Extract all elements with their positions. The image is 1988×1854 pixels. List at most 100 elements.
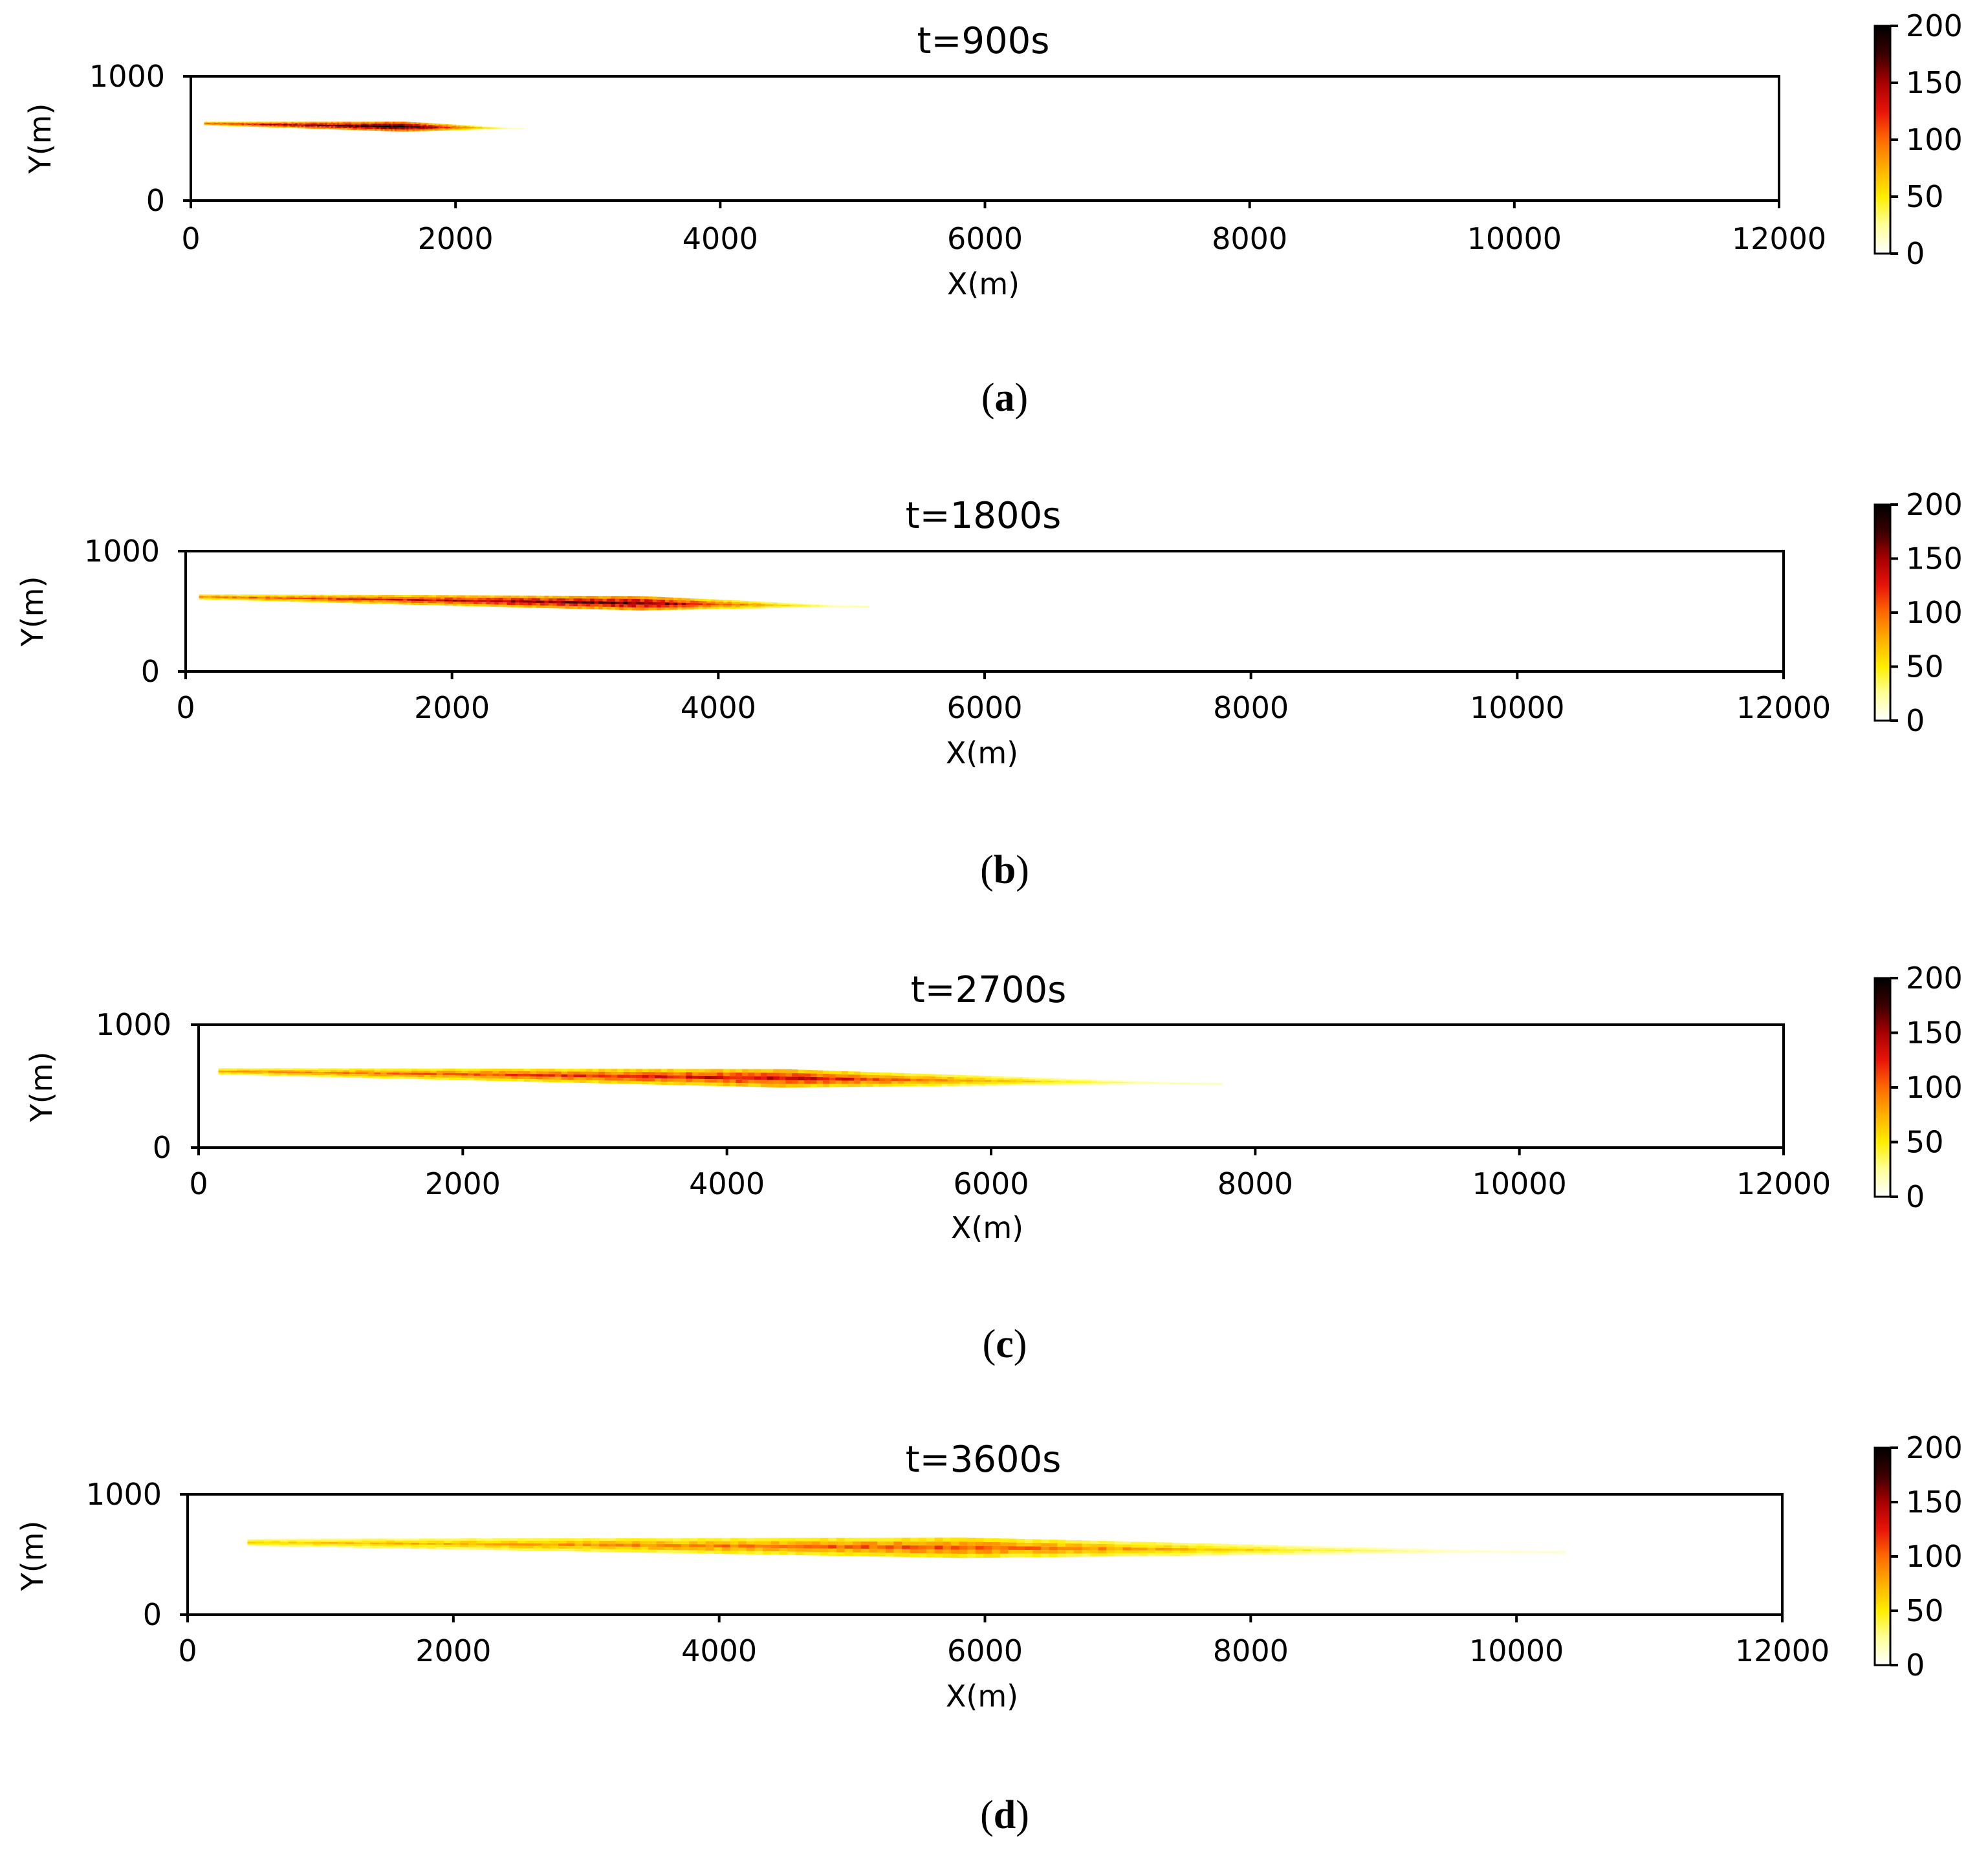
plume-cell [443,1538,453,1541]
plume-cell [262,1074,269,1076]
plume-cell [814,605,820,606]
plume-cell [370,1544,379,1547]
plume-cell [746,1551,756,1554]
plume-cell [928,1084,936,1087]
plume-cell [294,596,300,598]
plume-cell [481,602,487,605]
plume-cell [399,125,401,128]
plume-cell [286,596,291,598]
plume-cell [452,127,455,128]
plume-cell [411,598,416,601]
plume-cell [377,127,380,129]
plume-cell [250,122,252,124]
plume-cell [481,600,487,602]
plume-cell [985,1076,992,1078]
plume-cell [746,1541,756,1545]
plume-cell [1022,1077,1029,1079]
plume-cell [698,1082,705,1086]
plume-cell [358,123,362,125]
plume-cell [665,600,670,603]
plume-cell [371,127,373,129]
plume-cell [565,600,570,604]
plume-cell [739,602,745,604]
plume-cell [265,124,268,125]
plume-cell [1212,1553,1221,1556]
plume-cell [395,122,397,124]
plume-cell [430,1071,437,1073]
plume-cell [877,1541,886,1545]
plume-cell [577,595,582,599]
plume-cell [224,1068,232,1070]
plume-cell [420,125,423,128]
plume-cell [727,605,732,607]
plume-cell [923,1078,930,1082]
plume-cell [1060,1081,1067,1083]
plume-cell [644,604,649,608]
plume-cell [474,595,479,598]
plume-cell [494,127,497,128]
plume-cell [544,598,549,601]
plume-cell [715,605,720,607]
plume-cell [291,127,294,128]
plume-cell [411,1544,420,1547]
plume-cell [208,122,211,124]
plume-cell [299,1073,307,1075]
plume-cell [1072,1084,1079,1085]
plume-cell [611,1077,618,1081]
plume-cell [1057,1540,1066,1543]
plume-cell [723,604,728,605]
plume-cell [686,598,691,601]
plume-cell [731,607,736,609]
plume-cell [860,606,866,607]
plume-cell [1128,1080,1135,1082]
plume-cell [206,123,209,124]
colorbar-tick-label: 0 [1906,236,1925,271]
plume-cell [561,603,566,606]
plume-cell [480,1068,487,1071]
plume-cell [542,1076,549,1080]
plume-cell [548,600,553,604]
plume-cell [554,1071,562,1074]
plume-cell [1384,1551,1393,1553]
plume-cell [295,123,298,125]
plume-cell [689,1544,698,1547]
plume-cell [1065,1078,1073,1080]
plume-cell [985,1078,992,1080]
plume-cell [1229,1548,1238,1551]
plume-cell [286,597,291,599]
plume-cell [795,1538,804,1542]
plume-cell [286,600,291,602]
plume-cell [380,1074,388,1076]
plume-cell [247,122,250,124]
plume-cell [257,596,262,598]
plume-cell [779,1538,788,1542]
plume-cell [582,1538,592,1541]
plume-cell [461,597,466,600]
plume-cell [362,1544,371,1547]
plume-cell [237,1073,244,1075]
plume-cell [1072,1080,1079,1082]
chart-title: t=900s [917,20,1050,62]
plume-cell [240,598,245,600]
plume-cell [1311,1553,1320,1554]
plume-cell [552,598,558,601]
plume-cell [848,606,853,607]
plume-cell [456,127,459,128]
plume-cell [926,1541,935,1546]
plume-cell [1097,1080,1104,1082]
plume-cell [232,596,237,598]
plume-cell [756,601,761,603]
plume-cell [384,125,388,127]
plume-cell [405,1074,412,1077]
plume-cell [280,1538,289,1541]
plume-cell [664,1541,673,1544]
plume-cell [299,124,302,126]
plume-cell [983,1549,992,1554]
plume-cell [573,598,578,602]
plume-cell [373,127,375,129]
plume-cell [669,607,674,610]
plume-cell [1097,1082,1104,1083]
plume-cell [1003,1084,1010,1086]
plume-cell [490,128,493,129]
plume-cell [247,1540,256,1542]
